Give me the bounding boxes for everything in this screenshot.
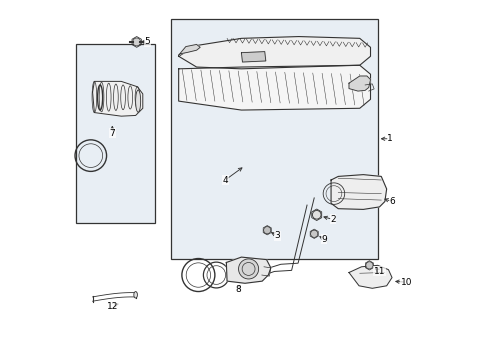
Circle shape — [366, 262, 373, 269]
Ellipse shape — [134, 292, 137, 298]
Text: 10: 10 — [401, 278, 412, 287]
Circle shape — [264, 226, 271, 234]
Bar — [172, 19, 378, 259]
Text: 7: 7 — [109, 129, 115, 138]
Text: 6: 6 — [389, 197, 395, 206]
Polygon shape — [179, 65, 370, 110]
Polygon shape — [349, 265, 392, 288]
Text: 9: 9 — [321, 235, 327, 244]
Text: 4: 4 — [222, 176, 228, 185]
Polygon shape — [226, 257, 271, 283]
Circle shape — [133, 38, 141, 46]
Polygon shape — [349, 76, 370, 91]
Polygon shape — [179, 37, 370, 69]
Text: 2: 2 — [330, 215, 336, 224]
Ellipse shape — [136, 90, 141, 112]
Circle shape — [311, 230, 318, 237]
Bar — [76, 44, 155, 223]
Text: 1: 1 — [388, 134, 393, 143]
Text: 3: 3 — [274, 231, 280, 240]
Circle shape — [239, 259, 259, 279]
Text: 8: 8 — [235, 285, 241, 294]
Polygon shape — [242, 51, 266, 62]
Polygon shape — [179, 44, 200, 55]
Polygon shape — [331, 175, 387, 210]
Circle shape — [313, 211, 321, 219]
Text: 5: 5 — [145, 37, 150, 46]
Text: 11: 11 — [374, 267, 385, 276]
Text: 12: 12 — [107, 302, 118, 311]
Polygon shape — [93, 81, 143, 116]
